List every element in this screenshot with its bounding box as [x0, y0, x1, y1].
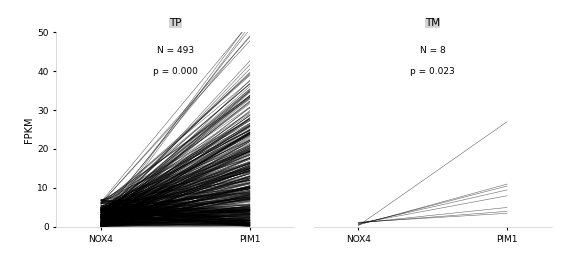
Text: p = 0.000: p = 0.000 — [153, 67, 198, 76]
Text: p = 0.023: p = 0.023 — [410, 67, 455, 76]
Y-axis label: FPKM: FPKM — [24, 116, 34, 143]
Text: N = 8: N = 8 — [420, 46, 445, 55]
Title: TP: TP — [169, 18, 182, 29]
Title: TM: TM — [425, 18, 440, 29]
Text: N = 493: N = 493 — [157, 46, 194, 55]
